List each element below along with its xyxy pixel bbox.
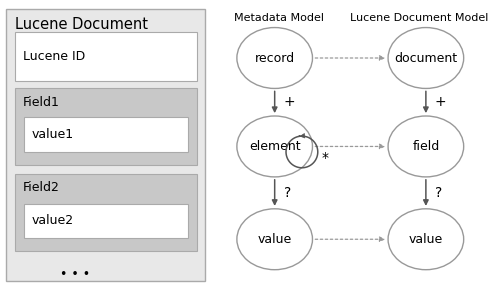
FancyBboxPatch shape	[15, 88, 197, 165]
Text: record: record	[255, 52, 295, 64]
Ellipse shape	[237, 209, 312, 270]
Text: value: value	[409, 233, 443, 246]
Ellipse shape	[388, 116, 464, 177]
Text: value2: value2	[32, 215, 74, 227]
FancyBboxPatch shape	[6, 9, 205, 281]
Text: ?: ?	[284, 186, 291, 200]
FancyBboxPatch shape	[15, 174, 197, 251]
Text: field: field	[412, 140, 439, 153]
FancyBboxPatch shape	[24, 117, 188, 152]
Text: +: +	[284, 95, 295, 109]
Ellipse shape	[237, 116, 312, 177]
Text: *: *	[322, 151, 329, 165]
Text: Field1: Field1	[23, 96, 59, 109]
Text: document: document	[394, 52, 458, 64]
Text: Lucene ID: Lucene ID	[23, 50, 85, 63]
Text: • • •: • • •	[60, 268, 91, 280]
Text: ?: ?	[435, 186, 442, 200]
Text: Lucene Document: Lucene Document	[15, 17, 148, 32]
Text: Field2: Field2	[23, 181, 59, 194]
Ellipse shape	[388, 28, 464, 88]
Text: +: +	[435, 95, 447, 109]
Text: value: value	[258, 233, 292, 246]
FancyBboxPatch shape	[24, 204, 188, 238]
Ellipse shape	[237, 28, 312, 88]
Text: Lucene Document Model: Lucene Document Model	[350, 13, 489, 23]
Text: element: element	[249, 140, 300, 153]
Ellipse shape	[388, 209, 464, 270]
Text: value1: value1	[32, 128, 74, 141]
FancyBboxPatch shape	[15, 32, 197, 81]
Text: Metadata Model: Metadata Model	[234, 13, 325, 23]
